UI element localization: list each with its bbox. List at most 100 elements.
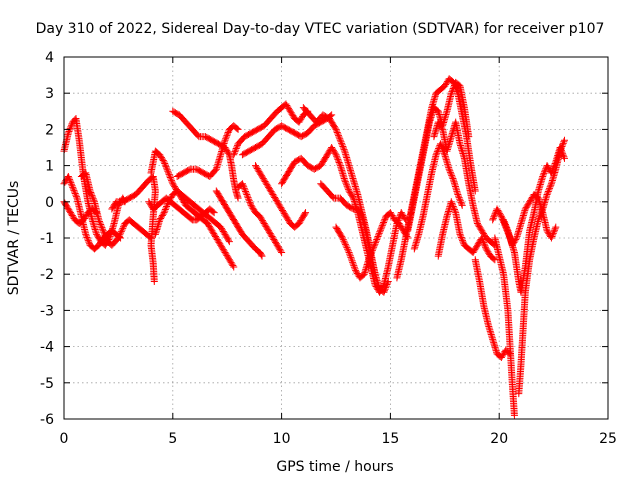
data-point [163, 201, 171, 209]
data-point [334, 155, 342, 163]
data-point [252, 163, 260, 171]
data-point [441, 82, 449, 90]
data-point [373, 234, 381, 242]
data-point [71, 190, 79, 198]
data-point [560, 154, 568, 162]
series-sat22 [410, 140, 466, 253]
data-point [560, 153, 568, 161]
data-point [102, 235, 110, 243]
data-point [371, 240, 379, 248]
data-point [70, 186, 78, 194]
data-point [355, 206, 363, 214]
data-point [437, 141, 445, 149]
data-point [337, 138, 345, 146]
data-point [277, 247, 285, 255]
data-point [473, 241, 481, 249]
data-point [510, 411, 518, 419]
data-point [257, 251, 265, 259]
data-point [157, 214, 165, 222]
data-point [224, 130, 232, 138]
data-point [267, 231, 275, 239]
data-point [478, 234, 486, 242]
data-point [544, 187, 552, 195]
data-point [366, 253, 374, 261]
data-point [270, 192, 278, 200]
data-point [117, 228, 125, 236]
data-point [333, 127, 341, 135]
data-point [295, 220, 303, 228]
data-point [245, 197, 253, 205]
data-point [160, 158, 168, 166]
y-tick-label: -1 [40, 231, 54, 247]
data-point [161, 160, 169, 168]
data-point [367, 251, 375, 259]
data-point [281, 211, 289, 219]
data-point [437, 123, 445, 131]
data-point [159, 157, 167, 165]
data-point [280, 209, 288, 217]
data-point [388, 212, 396, 220]
data-point [494, 206, 502, 214]
data-point [335, 133, 343, 141]
series-sat16 [278, 144, 410, 296]
data-point [224, 235, 232, 243]
data-point [346, 188, 354, 196]
data-point [451, 207, 459, 215]
data-point [547, 181, 555, 189]
data-point [498, 352, 506, 360]
data-point [94, 233, 102, 241]
data-point [341, 240, 349, 248]
data-point [263, 180, 271, 188]
data-point [82, 232, 90, 240]
data-point [328, 111, 336, 119]
data-point [501, 222, 509, 230]
data-point [219, 227, 227, 235]
data-point [353, 269, 361, 277]
data-point [82, 230, 90, 238]
data-point [339, 234, 347, 242]
data-point [522, 204, 530, 212]
data-point [163, 166, 171, 174]
data-point [456, 195, 464, 203]
data-point [268, 189, 276, 197]
data-point [90, 196, 98, 204]
data-point [259, 175, 267, 183]
data-point [94, 232, 102, 240]
data-point [479, 237, 487, 245]
data-point [269, 234, 277, 242]
data-point [204, 221, 212, 229]
data-point [253, 164, 261, 172]
data-point [496, 209, 504, 217]
data-point [262, 222, 270, 230]
data-point [339, 144, 347, 152]
data-point [365, 254, 373, 262]
data-point [383, 281, 391, 289]
data-point [339, 236, 347, 244]
data-point [282, 100, 290, 108]
data-point [161, 161, 169, 169]
data-point [223, 233, 231, 241]
data-point [297, 115, 305, 123]
data-point [97, 221, 105, 229]
data-point [209, 208, 217, 216]
data-point [156, 151, 164, 159]
data-point [368, 248, 376, 256]
data-point [274, 243, 282, 251]
data-point [297, 217, 305, 225]
data-point [500, 220, 508, 228]
data-point [333, 154, 341, 162]
data-point [380, 218, 388, 226]
data-point [150, 277, 158, 285]
data-point [65, 206, 73, 214]
data-point [275, 244, 283, 252]
data-point [448, 171, 456, 179]
data-point [66, 207, 74, 215]
data-point [323, 151, 331, 159]
data-point [67, 123, 75, 131]
data-point [63, 203, 71, 211]
data-point [102, 233, 110, 241]
data-point [348, 257, 356, 265]
data-point [157, 213, 165, 221]
data-point [241, 186, 249, 194]
data-point [500, 218, 508, 226]
